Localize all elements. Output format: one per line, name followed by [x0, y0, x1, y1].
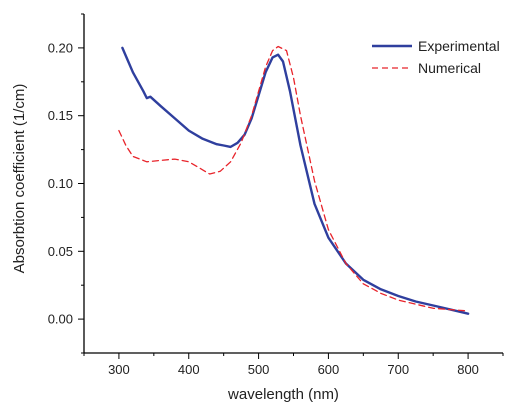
y-tick-label: 0.10: [48, 176, 73, 191]
legend: Experimental Numerical: [372, 38, 500, 76]
y-tick-label: 0.15: [48, 108, 73, 123]
x-tick-label: 700: [387, 362, 409, 377]
y-tick-label: 0.20: [48, 40, 73, 55]
x-tick-label: 600: [318, 362, 340, 377]
x-tick-label: 300: [108, 362, 130, 377]
axes: 300 400 500 600 700 800 0.00 0.05 0.10 0.15 0.20: [48, 13, 504, 377]
series-layer: [118, 45, 470, 315]
x-axis-title: wavelength (nm): [227, 386, 339, 403]
y-tick-label: 0.05: [48, 244, 73, 259]
x-tick-label: 400: [178, 362, 200, 377]
x-tick-label: 500: [248, 362, 270, 377]
legend-label-numerical: Numerical: [418, 60, 481, 76]
x-tick-label: 800: [457, 362, 479, 377]
series-line-numerical: [118, 45, 469, 312]
y-axis-title: Absorbtion coefficient (1/cm): [11, 84, 28, 274]
y-tick-label: 0.00: [48, 312, 73, 327]
legend-label-experimental: Experimental: [418, 38, 500, 54]
series-line-experimental: [121, 46, 470, 315]
